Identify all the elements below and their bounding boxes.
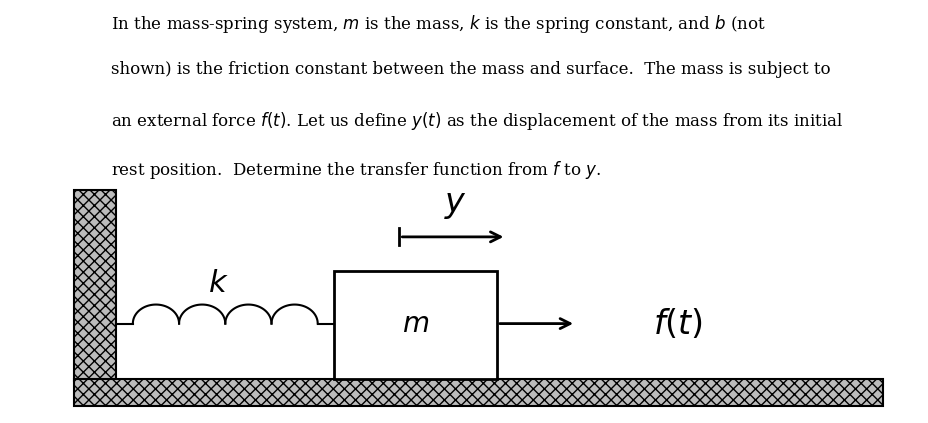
Bar — [74, 379, 882, 406]
Text: $f(t)$: $f(t)$ — [652, 307, 702, 341]
Text: an external force $f(t)$. Let us define $y(t)$ as the displacement of the mass f: an external force $f(t)$. Let us define … — [111, 110, 843, 132]
Text: $y$: $y$ — [444, 189, 466, 221]
Text: $k$: $k$ — [208, 268, 228, 299]
Text: rest position.  Determine the transfer function from $f$ to $y$.: rest position. Determine the transfer fu… — [111, 159, 601, 181]
Bar — [334, 271, 496, 379]
Bar — [74, 190, 116, 381]
Text: In the mass-spring system, $m$ is the mass, $k$ is the spring constant, and $b$ : In the mass-spring system, $m$ is the ma… — [111, 13, 766, 35]
Text: $m$: $m$ — [402, 311, 429, 338]
Text: shown) is the friction constant between the mass and surface.  The mass is subje: shown) is the friction constant between … — [111, 61, 831, 78]
